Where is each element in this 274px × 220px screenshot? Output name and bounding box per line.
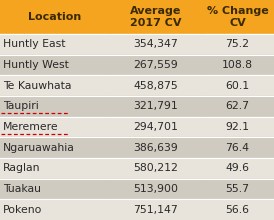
- Bar: [0, 0, 110, 34]
- Text: 60.1: 60.1: [226, 81, 250, 91]
- Text: 354,347: 354,347: [133, 39, 178, 50]
- Text: Pokeno: Pokeno: [3, 205, 42, 214]
- Bar: [111, 0, 200, 34]
- Bar: [201, 137, 274, 158]
- Text: 62.7: 62.7: [226, 101, 250, 111]
- Text: Tuakau: Tuakau: [3, 184, 41, 194]
- Text: Ngaruawahia: Ngaruawahia: [3, 143, 75, 153]
- Bar: [111, 137, 200, 158]
- Bar: [201, 34, 274, 55]
- Bar: [0, 96, 110, 117]
- Text: 458,875: 458,875: [133, 81, 178, 91]
- Text: 49.6: 49.6: [226, 163, 250, 173]
- Bar: [201, 199, 274, 220]
- Bar: [201, 117, 274, 137]
- Text: 76.4: 76.4: [226, 143, 250, 153]
- Text: 294,701: 294,701: [133, 122, 178, 132]
- Text: Taupiri: Taupiri: [3, 101, 38, 111]
- Text: % Change
CV: % Change CV: [207, 6, 269, 28]
- Bar: [111, 117, 200, 137]
- Text: 751,147: 751,147: [133, 205, 178, 214]
- Bar: [0, 179, 110, 199]
- Bar: [0, 55, 110, 75]
- Text: Meremere: Meremere: [3, 122, 58, 132]
- Text: 321,791: 321,791: [133, 101, 178, 111]
- Text: 108.8: 108.8: [222, 60, 253, 70]
- Text: Te Kauwhata: Te Kauwhata: [3, 81, 71, 91]
- Bar: [201, 0, 274, 34]
- Bar: [201, 55, 274, 75]
- Bar: [111, 179, 200, 199]
- Text: 75.2: 75.2: [226, 39, 250, 50]
- Bar: [111, 199, 200, 220]
- Text: 92.1: 92.1: [226, 122, 250, 132]
- Bar: [201, 179, 274, 199]
- Bar: [0, 34, 110, 55]
- Text: 580,212: 580,212: [133, 163, 178, 173]
- Bar: [201, 158, 274, 179]
- Bar: [201, 96, 274, 117]
- Text: 55.7: 55.7: [226, 184, 250, 194]
- Bar: [0, 137, 110, 158]
- Text: Raglan: Raglan: [3, 163, 40, 173]
- Text: 56.6: 56.6: [226, 205, 250, 214]
- Bar: [111, 75, 200, 96]
- Bar: [111, 34, 200, 55]
- Bar: [111, 158, 200, 179]
- Bar: [0, 75, 110, 96]
- Text: 386,639: 386,639: [133, 143, 178, 153]
- Bar: [201, 75, 274, 96]
- Text: Average
2017 CV: Average 2017 CV: [130, 6, 181, 28]
- Bar: [111, 96, 200, 117]
- Text: Huntly East: Huntly East: [3, 39, 65, 50]
- Text: Location: Location: [28, 12, 81, 22]
- Bar: [111, 55, 200, 75]
- Bar: [0, 117, 110, 137]
- Text: 513,900: 513,900: [133, 184, 178, 194]
- Text: 267,559: 267,559: [133, 60, 178, 70]
- Bar: [0, 158, 110, 179]
- Bar: [0, 199, 110, 220]
- Text: Huntly West: Huntly West: [3, 60, 68, 70]
